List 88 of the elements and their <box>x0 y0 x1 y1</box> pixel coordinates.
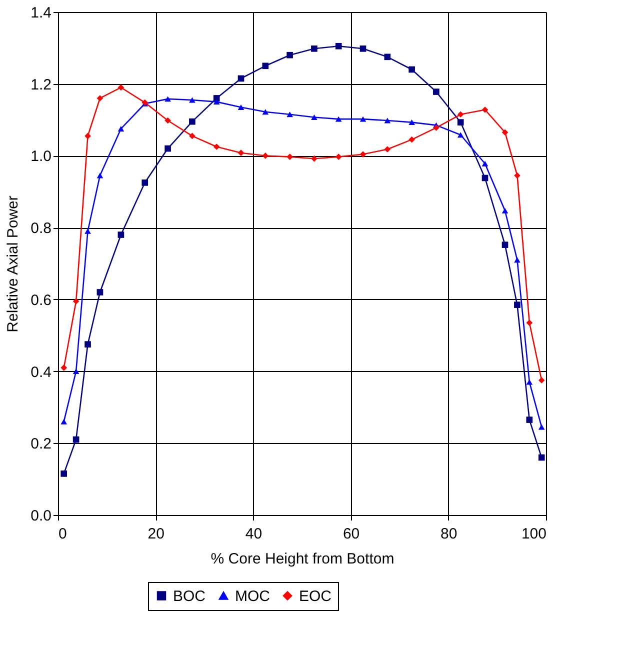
y-tick-label: 0.0 <box>30 508 52 524</box>
point <box>482 160 488 166</box>
point <box>360 45 366 52</box>
point <box>526 320 533 326</box>
point <box>60 364 68 371</box>
point <box>164 96 171 102</box>
x-tick-label: 100 <box>521 526 546 542</box>
point <box>238 150 244 156</box>
point <box>238 75 244 82</box>
point <box>433 88 440 95</box>
point <box>514 302 520 308</box>
point <box>164 117 171 124</box>
point <box>482 106 488 113</box>
point <box>408 120 415 126</box>
y-axis-title: Relative Axial Power <box>4 196 22 332</box>
legend-label: EOC <box>299 588 332 605</box>
point <box>408 66 415 73</box>
point <box>286 52 293 58</box>
x-tick-label: 60 <box>342 526 360 542</box>
point <box>213 99 220 105</box>
point <box>526 416 533 423</box>
point <box>72 368 80 374</box>
point <box>286 112 293 118</box>
point <box>457 119 464 126</box>
legend-label: BOC <box>173 588 206 605</box>
point <box>142 180 148 186</box>
point <box>360 116 366 122</box>
point <box>262 109 269 115</box>
point <box>96 289 104 296</box>
point <box>238 104 244 110</box>
point <box>538 377 545 384</box>
point <box>164 145 171 152</box>
point <box>311 155 318 162</box>
x-axis-title: % Core Height from Bottom <box>210 550 394 568</box>
point <box>502 129 508 136</box>
point <box>384 146 391 152</box>
point <box>213 144 220 150</box>
point <box>335 116 342 122</box>
point <box>360 151 366 158</box>
point <box>84 341 91 348</box>
point <box>526 379 533 385</box>
y-tick-label: 0.6 <box>30 292 52 309</box>
point <box>84 228 91 234</box>
point <box>311 45 318 52</box>
point <box>482 174 488 182</box>
y-tick-label: 1.4 <box>30 4 52 22</box>
point <box>118 232 124 238</box>
point <box>335 154 342 160</box>
x-tick-label: 80 <box>440 526 458 542</box>
point <box>311 114 318 120</box>
point <box>457 132 464 138</box>
point <box>96 95 104 102</box>
point <box>60 470 68 477</box>
point <box>118 84 124 91</box>
point <box>384 118 391 124</box>
point <box>189 118 196 125</box>
point <box>189 97 196 103</box>
x-tick-label: 40 <box>245 526 262 542</box>
point <box>433 124 440 131</box>
x-tick-label: 20 <box>148 526 164 542</box>
point <box>457 111 464 118</box>
point <box>84 132 91 140</box>
y-tick-label: 0.8 <box>30 220 52 238</box>
point <box>514 172 520 179</box>
y-tick-label: 0.2 <box>30 436 52 453</box>
point <box>60 418 68 424</box>
legend-label: MOC <box>235 588 270 605</box>
point <box>213 95 220 102</box>
point <box>514 257 520 263</box>
point <box>538 424 545 430</box>
point <box>408 136 415 143</box>
point <box>502 208 508 214</box>
point <box>72 436 80 443</box>
point <box>189 132 196 140</box>
point <box>96 172 104 178</box>
point <box>72 298 80 304</box>
y-tick-label: 1.0 <box>30 148 52 166</box>
point <box>335 42 342 50</box>
point <box>262 152 269 159</box>
point <box>118 126 124 132</box>
y-tick-label: 0.4 <box>30 364 52 381</box>
y-tick-label: 1.2 <box>30 76 52 94</box>
point <box>538 454 545 461</box>
point <box>502 242 508 248</box>
point <box>262 62 269 70</box>
point <box>384 54 391 60</box>
point <box>286 154 293 160</box>
x-tick-label: 0 <box>58 526 67 542</box>
